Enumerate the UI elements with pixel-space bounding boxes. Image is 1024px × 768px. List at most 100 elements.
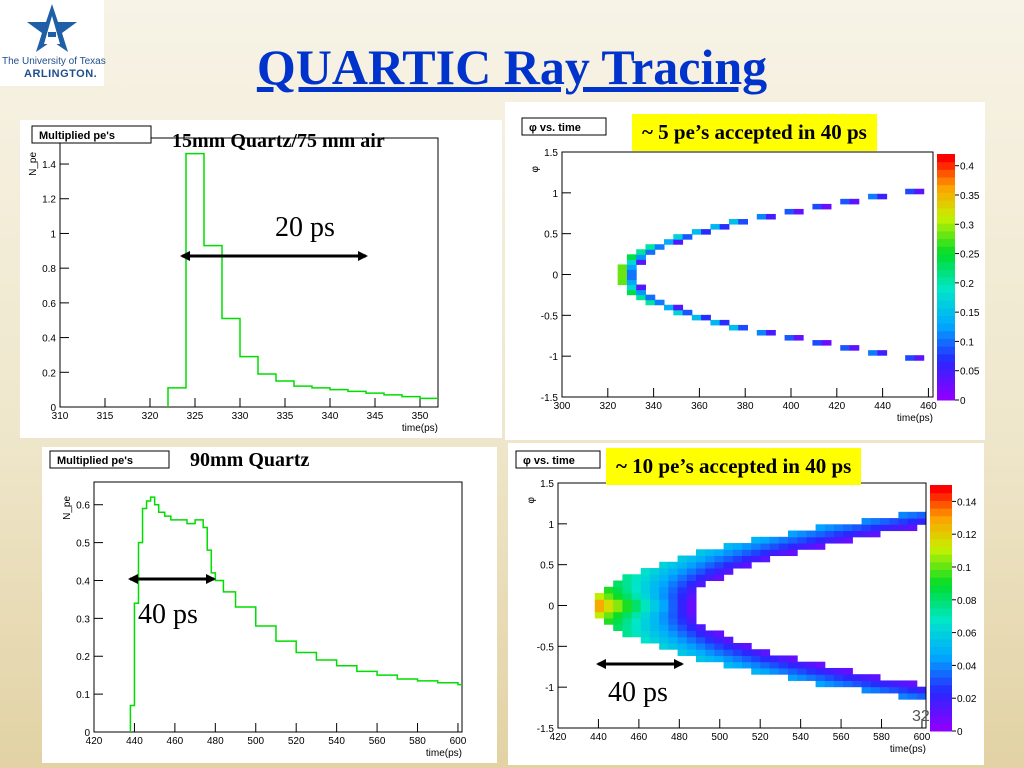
- heatmap-cell: [806, 543, 817, 550]
- x-tick-label: 420: [828, 401, 845, 412]
- heatmap-cell: [788, 549, 798, 557]
- heatmap-cell: [778, 536, 789, 544]
- x-tick-label: 325: [187, 411, 204, 422]
- colorbar-cell: [937, 353, 955, 363]
- colorbar-cell: [930, 661, 952, 670]
- heatmap-cell: [664, 304, 674, 311]
- heatmap-cell: [907, 524, 918, 532]
- heatmap-cell: [686, 561, 697, 569]
- heatmap-cell: [622, 611, 633, 619]
- colorbar-tick-label: 0.25: [960, 250, 980, 261]
- colorbar-cell: [930, 677, 952, 686]
- heatmap-cell: [907, 686, 918, 694]
- heatmap-cell: [870, 686, 881, 694]
- x-tick-label: 580: [873, 732, 890, 743]
- colorbar-cell: [937, 215, 955, 224]
- heatmap-cell: [613, 580, 623, 588]
- y-tick-label: 0.8: [42, 264, 56, 275]
- heatmap-cell: [640, 580, 651, 588]
- colorbar-tick-label: 0.12: [957, 530, 977, 541]
- heatmap-cell: [668, 605, 679, 613]
- heatmap-cell: [691, 229, 702, 235]
- colorbar-cell: [930, 692, 952, 701]
- colorbar-cell: [930, 646, 952, 655]
- x-tick-label: 580: [409, 736, 426, 747]
- heatmap-cell: [760, 549, 771, 557]
- heatmap-cell: [738, 324, 748, 331]
- heatmap-cell: [907, 518, 918, 525]
- heatmap-cell: [742, 649, 752, 656]
- heatmap-cell: [677, 611, 688, 619]
- heatmap-cell: [861, 518, 872, 525]
- heatmap-cell: [626, 269, 637, 275]
- heatmap-cell: [659, 593, 669, 600]
- heatmap-cell: [668, 593, 679, 600]
- colorbar-cell: [937, 169, 955, 178]
- colorbar-cell: [937, 369, 955, 378]
- heatmap-cell: [668, 561, 679, 569]
- heatmap-cell: [696, 655, 706, 663]
- heatmap-cell: [714, 649, 725, 656]
- heatmap-cell: [710, 319, 721, 326]
- colorbar-cell: [930, 638, 952, 647]
- heatmap-cell: [788, 661, 798, 669]
- y-axis-label: φ: [530, 165, 541, 172]
- heatmap-cell: [705, 574, 715, 582]
- heatmap-cell: [686, 593, 697, 600]
- y-tick-label: -0.5: [541, 311, 559, 322]
- heatmap-cell: [696, 636, 706, 644]
- heatmap-cell: [793, 335, 804, 341]
- heatmap-cell: [861, 680, 872, 688]
- heatmap-cell: [659, 561, 669, 569]
- heatmap-cell: [760, 667, 771, 675]
- heatmap-cell: [613, 599, 623, 606]
- colorbar-tick-label: 0.06: [957, 629, 977, 640]
- heatmap-cell: [840, 345, 851, 351]
- heatmap-cell: [742, 555, 752, 563]
- heatmap-cell: [626, 284, 637, 291]
- heatmap-cell: [701, 229, 711, 235]
- heatmap-cell: [738, 219, 748, 225]
- heatmap-cell: [870, 674, 881, 681]
- heatmap-cell: [723, 555, 734, 563]
- heatmap-cell: [815, 661, 826, 669]
- heatmap-cell: [714, 555, 725, 563]
- heatmap-cell: [613, 593, 623, 600]
- heatmap-cell: [843, 530, 853, 538]
- heatmap-cell: [732, 661, 743, 669]
- heatmap-cell: [622, 593, 633, 600]
- x-tick-label: 600: [450, 736, 467, 747]
- title-box: [515, 450, 601, 469]
- heatmap-cell: [659, 574, 669, 582]
- heatmap-cell: [852, 674, 863, 681]
- heatmap-cell: [898, 680, 909, 688]
- y-tick-label: 0: [84, 728, 90, 739]
- heatmap-cell: [677, 561, 688, 569]
- heatmap-cell: [723, 561, 734, 569]
- heatmap-cell: [659, 599, 669, 606]
- heatmap-cell: [631, 605, 642, 613]
- colorbar-cell: [930, 538, 952, 547]
- heatmap-cell: [626, 279, 637, 286]
- heatmap-cell: [843, 674, 853, 681]
- y-tick-label: 0.4: [76, 576, 90, 587]
- colorbar-cell: [930, 531, 952, 540]
- heatmap-cell: [870, 530, 881, 538]
- heatmap-cell: [636, 284, 646, 291]
- y-axis-label: N_pe: [28, 152, 39, 176]
- heatmap-cell: [732, 555, 743, 563]
- x-tick-label: 320: [599, 401, 616, 412]
- x-tick-label: 340: [645, 401, 662, 412]
- y-tick-label: 0: [552, 271, 558, 282]
- heatmap-cell: [751, 655, 761, 663]
- heatmap-cell: [631, 586, 642, 594]
- panel-top-left: Multiplied pe's 310 315 320 325 330 335 340 345 3…: [20, 120, 502, 438]
- heatmap-cell: [760, 555, 771, 563]
- x-tick-label: 330: [232, 411, 249, 422]
- heatmap-cell: [751, 536, 761, 544]
- x-tick-label: 460: [631, 732, 648, 743]
- heatmap-cell: [714, 561, 725, 569]
- colorbar-cell: [937, 154, 955, 163]
- heatmap-cell: [705, 636, 715, 644]
- histogram-line: [129, 496, 462, 732]
